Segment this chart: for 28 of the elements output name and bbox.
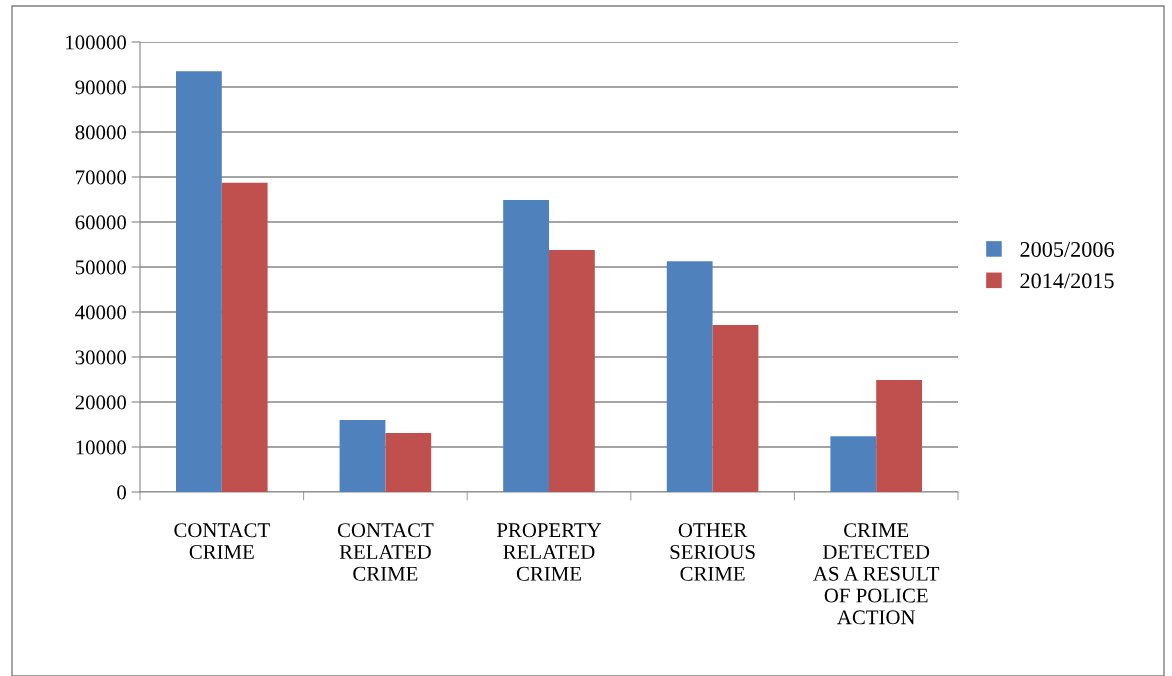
y-tick-label: 10000 [76,440,127,455]
legend-label: 2005/2006 [1020,241,1114,257]
bar [221,182,268,492]
bar [549,249,595,492]
x-tick-label: CRIME DETECTED AS A RESULT OF POLICE ACTION [813,523,940,625]
x-tick-label: CONTACT CRIME [174,523,270,559]
bar [666,261,713,492]
x-tick-label: CONTACT RELATED CRIME [337,523,434,581]
y-tick-label: 50000 [75,260,127,275]
x-tick-label: OTHER SERIOUS CRIME [670,523,755,581]
bar [712,325,759,492]
y-tick-label: 90000 [75,80,127,95]
bar [876,379,923,492]
bar [503,199,549,492]
y-tick-label: 30000 [75,350,127,365]
legend-label: 2014/2015 [1020,273,1114,289]
y-tick-label: 20000 [75,395,127,410]
y-tick-label: 70000 [76,170,127,185]
y-tick-label: 80000 [75,125,127,140]
x-tick-label: PROPERTY RELATED CRIME [496,523,602,581]
y-tick-label: 40000 [75,305,127,320]
y-tick-label: 100000 [66,35,127,50]
y-tick-label: 60000 [75,215,127,230]
y-tick-label: 0 [117,485,127,500]
bar [175,71,222,492]
bar [830,436,877,492]
bar [339,420,386,492]
bar [385,433,432,492]
